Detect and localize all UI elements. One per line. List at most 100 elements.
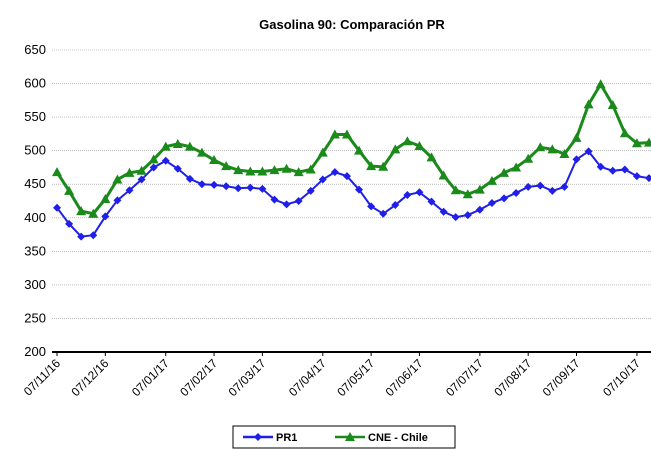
- x-tick-label: 07/06/17: [383, 356, 426, 399]
- triangle-marker: [269, 165, 280, 175]
- diamond-marker: [89, 231, 98, 240]
- legend-marker: [254, 433, 262, 441]
- series-line: [56, 149, 650, 238]
- triangle-marker: [378, 161, 389, 171]
- triangle-marker: [366, 161, 377, 171]
- triangle-marker: [281, 163, 292, 173]
- diamond-marker: [645, 174, 651, 183]
- diamond-marker: [306, 186, 315, 195]
- diamond-marker: [379, 209, 388, 218]
- triangle-marker: [160, 141, 171, 151]
- triangle-marker: [172, 138, 183, 148]
- triangle-marker: [52, 167, 62, 177]
- diamond-marker: [77, 232, 86, 241]
- diamond-marker: [234, 184, 243, 193]
- diamond-marker: [439, 207, 448, 216]
- triangle-marker: [233, 165, 244, 175]
- diamond-marker: [415, 188, 424, 197]
- triangle-marker: [535, 142, 546, 152]
- diamond-marker: [113, 196, 122, 205]
- triangle-marker: [414, 140, 425, 150]
- diamond-marker: [318, 175, 327, 184]
- triangle-marker: [341, 129, 352, 139]
- diamond-marker: [258, 184, 267, 193]
- triangle-marker: [462, 189, 473, 199]
- triangle-marker: [64, 185, 75, 195]
- y-tick-label: 250: [24, 310, 46, 325]
- triangle-marker: [583, 99, 594, 109]
- y-tick-label: 650: [24, 42, 46, 57]
- diamond-marker: [101, 212, 110, 221]
- x-tick-label: 07/07/17: [443, 356, 486, 399]
- triangle-marker: [595, 79, 606, 89]
- triangle-marker: [245, 166, 256, 176]
- diamond-marker: [342, 172, 351, 181]
- triangle-marker: [196, 147, 207, 157]
- diamond-marker: [572, 155, 581, 164]
- x-tick-label: 07/03/17: [226, 356, 269, 399]
- diamond-marker: [367, 202, 376, 211]
- y-tick-label: 350: [24, 243, 46, 258]
- legend-label: CNE - Chile: [368, 432, 428, 444]
- triangle-marker: [402, 136, 413, 146]
- diamond-marker: [560, 182, 569, 191]
- triangle-marker: [644, 137, 651, 147]
- diamond-marker: [596, 162, 605, 171]
- diamond-marker: [137, 175, 146, 184]
- triangle-marker: [523, 153, 534, 163]
- legend-marker: [345, 432, 355, 441]
- diamond-marker: [524, 182, 533, 191]
- diamond-marker: [548, 186, 557, 195]
- triangle-marker: [184, 141, 195, 151]
- triangle-marker: [511, 162, 522, 172]
- x-tick-label: 07/08/17: [491, 356, 534, 399]
- triangle-marker: [450, 185, 461, 195]
- triangle-marker: [100, 193, 111, 203]
- diamond-marker: [475, 205, 484, 214]
- diamond-marker: [222, 182, 231, 191]
- diamond-marker: [608, 166, 617, 175]
- triangle-marker: [124, 167, 135, 177]
- diamond-marker: [125, 186, 134, 195]
- diamond-marker: [391, 201, 400, 210]
- diamond-marker: [584, 147, 593, 156]
- triangle-marker: [607, 100, 618, 110]
- x-tick-label: 07/01/17: [129, 356, 172, 399]
- triangle-marker: [329, 129, 340, 139]
- diamond-marker: [149, 163, 158, 172]
- triangle-marker: [390, 144, 401, 154]
- diamond-marker: [270, 195, 279, 204]
- x-tick-label: 07/05/17: [334, 356, 377, 399]
- diamond-marker: [210, 180, 219, 189]
- triangle-marker: [136, 165, 147, 175]
- diamond-marker: [451, 213, 460, 222]
- x-tick-label: 07/11/16: [21, 356, 64, 399]
- triangle-marker: [474, 184, 485, 194]
- diamond-marker: [197, 180, 206, 189]
- triangle-marker: [76, 206, 87, 216]
- y-tick-label: 300: [24, 277, 46, 292]
- diamond-marker: [246, 183, 255, 192]
- diamond-marker: [620, 165, 629, 174]
- triangle-marker: [619, 128, 630, 138]
- diamond-marker: [512, 188, 521, 197]
- triangle-marker: [631, 138, 642, 148]
- diamond-marker: [185, 174, 194, 183]
- y-tick-label: 500: [24, 143, 46, 158]
- legend-label: PR1: [276, 432, 297, 444]
- diamond-marker: [536, 181, 545, 190]
- y-tick-label: 400: [24, 210, 46, 225]
- diamond-marker: [463, 211, 472, 220]
- x-tick-label: 07/10/17: [600, 356, 643, 399]
- triangle-marker: [293, 167, 304, 177]
- diamond-marker: [487, 199, 496, 208]
- x-tick-label: 07/02/17: [177, 356, 220, 399]
- triangle-marker: [88, 208, 99, 218]
- y-tick-label: 550: [24, 109, 46, 124]
- triangle-marker: [209, 155, 220, 165]
- diamond-marker: [427, 197, 436, 206]
- y-tick-label: 450: [24, 176, 46, 191]
- chart-title: Gasolina 90: Comparación PR: [259, 17, 445, 32]
- triangle-marker: [438, 170, 449, 180]
